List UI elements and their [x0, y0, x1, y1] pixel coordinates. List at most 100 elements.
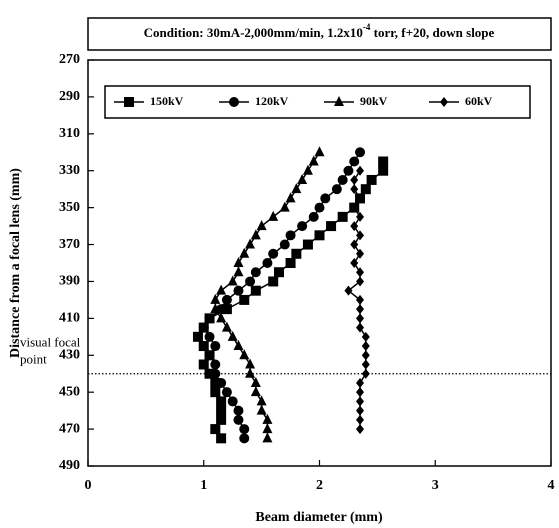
point	[262, 258, 273, 268]
point	[356, 387, 365, 398]
y-axis-label: Distance from a focal lens (mm)	[8, 168, 23, 358]
point	[344, 285, 353, 296]
point	[210, 368, 221, 379]
point	[204, 313, 215, 324]
point	[227, 330, 238, 341]
legend-marker	[229, 97, 239, 107]
point	[250, 386, 261, 397]
x-tick-label: 3	[432, 478, 439, 493]
chart-title: Condition: 30mA-2,000mm/min, 1.2x10-4 to…	[144, 22, 495, 40]
point	[210, 359, 221, 370]
point	[250, 229, 261, 240]
point	[198, 341, 209, 352]
point	[216, 312, 227, 323]
point	[356, 405, 365, 416]
point	[350, 174, 359, 185]
point	[356, 304, 365, 315]
point	[233, 405, 244, 416]
point	[314, 230, 325, 241]
point	[221, 294, 232, 305]
point	[285, 192, 296, 203]
point	[314, 146, 325, 157]
legend-label: 120kV	[255, 94, 289, 108]
point	[233, 340, 244, 351]
y-tick-label: 290	[59, 89, 80, 104]
point	[350, 202, 359, 213]
legend-label: 60kV	[465, 94, 493, 108]
point	[216, 284, 227, 295]
point	[356, 377, 365, 388]
point	[256, 404, 267, 415]
point	[337, 174, 348, 185]
y-tick-label: 270	[59, 52, 80, 67]
point	[350, 221, 359, 232]
point	[245, 367, 256, 378]
point	[245, 238, 256, 249]
point	[356, 322, 365, 333]
point	[350, 184, 359, 195]
point	[221, 304, 232, 315]
point	[361, 368, 370, 379]
point	[216, 405, 227, 416]
point	[221, 387, 232, 398]
point	[198, 322, 209, 333]
point	[250, 285, 261, 296]
point	[210, 303, 221, 314]
point	[210, 377, 221, 388]
point	[204, 331, 215, 342]
point	[308, 211, 319, 222]
legend-marker	[124, 97, 134, 107]
y-tick-label: 490	[59, 458, 80, 473]
point	[356, 313, 365, 324]
point	[302, 239, 313, 250]
title-box	[87, 17, 552, 51]
legend-label: 90kV	[360, 94, 388, 108]
point	[308, 155, 319, 166]
point	[227, 275, 238, 286]
point	[210, 387, 221, 398]
point	[378, 156, 389, 167]
y-tick-label: 350	[59, 200, 80, 215]
series-line	[214, 151, 321, 439]
annotation: point	[20, 352, 47, 367]
point	[326, 221, 337, 232]
point	[356, 193, 365, 204]
point	[297, 221, 308, 232]
point	[360, 184, 371, 195]
point	[356, 211, 365, 222]
point	[268, 248, 279, 259]
point	[198, 359, 209, 370]
point	[233, 266, 244, 277]
y-tick-label: 470	[59, 421, 80, 436]
point	[361, 331, 370, 342]
point	[356, 414, 365, 425]
point	[297, 173, 308, 184]
y-tick-label: 370	[59, 237, 80, 252]
point	[356, 396, 365, 407]
point	[279, 239, 290, 250]
point	[268, 276, 279, 287]
legend-box	[104, 85, 531, 119]
point	[245, 276, 256, 287]
point	[216, 414, 227, 425]
point	[314, 202, 325, 213]
point	[356, 165, 365, 176]
y-tick-label: 390	[59, 274, 80, 289]
x-tick-label: 2	[316, 478, 323, 493]
x-tick-label: 1	[200, 478, 207, 493]
point	[210, 341, 221, 352]
point	[355, 147, 366, 158]
point	[343, 165, 354, 176]
y-tick-label: 310	[59, 126, 80, 141]
point	[216, 433, 227, 444]
point	[233, 257, 244, 267]
point	[350, 258, 359, 268]
point	[356, 230, 365, 241]
y-tick-label: 450	[59, 384, 80, 399]
point	[250, 376, 261, 387]
plot-frame	[87, 59, 552, 467]
point	[204, 368, 215, 379]
point	[320, 193, 331, 204]
point	[285, 230, 296, 241]
